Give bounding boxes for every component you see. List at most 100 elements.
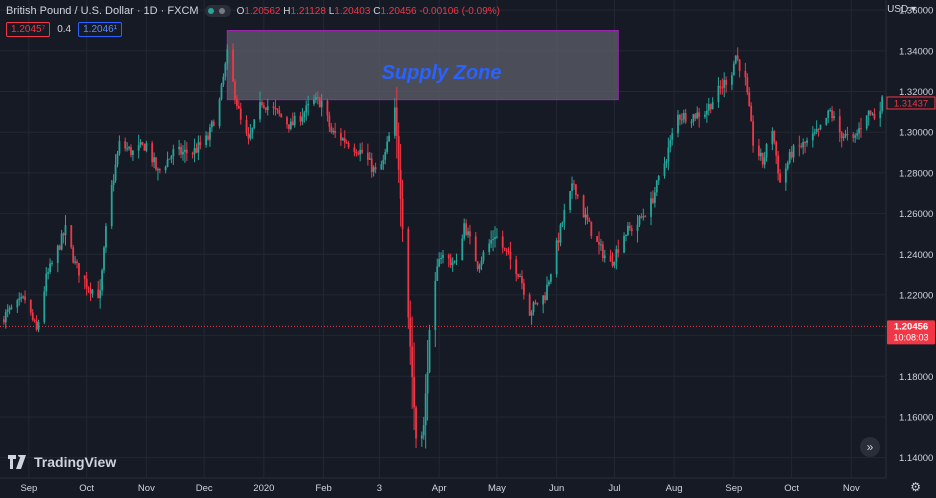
- symbol-title[interactable]: British Pound / U.S. Dollar · 1D · FXCM: [6, 5, 199, 17]
- x-tick-label: May: [488, 483, 506, 494]
- candle-body: [274, 107, 277, 109]
- candle-body: [601, 244, 604, 259]
- y-tick-label: 1.36000: [899, 6, 933, 17]
- candle-body: [31, 312, 34, 320]
- candle-body: [170, 156, 173, 159]
- candle-body: [555, 240, 558, 275]
- gear-icon[interactable]: ⚙: [910, 480, 921, 494]
- candle-body: [586, 214, 589, 221]
- candle-body: [128, 147, 130, 149]
- candle-body: [623, 235, 625, 253]
- candle-body: [413, 377, 416, 408]
- candle-body: [680, 119, 683, 121]
- candle-body: [867, 110, 870, 116]
- candle-body: [665, 161, 668, 164]
- candle-body: [677, 114, 679, 134]
- candle-body: [644, 216, 647, 218]
- candle-body: [561, 222, 564, 225]
- candle-body: [704, 114, 706, 117]
- x-tick-label: Sep: [725, 483, 742, 494]
- y-tick-label: 1.18000: [899, 372, 933, 383]
- candle-body: [157, 169, 159, 171]
- x-tick-label: Oct: [79, 483, 94, 494]
- candle-body: [865, 115, 868, 129]
- candle-body: [91, 289, 94, 294]
- candle-body: [840, 132, 843, 139]
- x-tick-label: Apr: [432, 483, 447, 494]
- candle-body: [236, 98, 238, 106]
- candle-body: [143, 144, 146, 151]
- candle-body: [276, 108, 279, 110]
- candle-body: [118, 141, 121, 154]
- candle-body: [18, 298, 21, 301]
- candle-body: [222, 76, 225, 85]
- candle-body: [184, 149, 186, 152]
- y-tick-label: 1.30000: [899, 128, 933, 139]
- candle-body: [6, 309, 9, 312]
- last-price-badge-text: 1.20456: [894, 321, 928, 332]
- candle-body: [844, 134, 847, 137]
- candle-body: [734, 55, 737, 64]
- candle-body: [247, 133, 250, 139]
- candle-body: [116, 153, 119, 165]
- candle-body: [455, 260, 458, 262]
- market-status-toggle[interactable]: [204, 5, 231, 17]
- candle-body: [611, 261, 614, 266]
- candle-body: [87, 287, 90, 290]
- candle-body: [43, 291, 46, 323]
- candle-body: [652, 198, 654, 203]
- candle-body: [262, 105, 265, 108]
- candle-body: [690, 121, 693, 123]
- candle-body: [266, 106, 269, 111]
- candle-body: [411, 346, 414, 378]
- y-tick-label: 1.16000: [899, 412, 933, 423]
- buy-button[interactable]: 1.2046¹: [78, 22, 123, 37]
- candle-body: [667, 147, 670, 162]
- candle-body: [58, 245, 61, 250]
- candle-body: [501, 236, 504, 248]
- currency-menu[interactable]: USD ▾: [887, 4, 916, 15]
- candle-body: [447, 254, 450, 259]
- candle-body: [74, 261, 77, 263]
- tradingview-logo[interactable]: TradingView: [8, 454, 116, 470]
- candle-body: [220, 84, 223, 100]
- quote-row: 1.2045⁷ 0.4 1.2046¹: [6, 22, 123, 37]
- candle-body: [85, 278, 88, 288]
- candle-body: [461, 238, 464, 261]
- candle-body: [451, 262, 454, 266]
- candle-body: [105, 226, 107, 248]
- candle-body: [289, 121, 292, 129]
- scroll-to-realtime-button[interactable]: »: [860, 437, 880, 457]
- candle-body: [78, 262, 80, 276]
- candle-body: [353, 147, 356, 153]
- candle-body: [237, 105, 240, 109]
- high-label: H: [283, 5, 291, 17]
- close-label: C: [373, 5, 381, 17]
- sell-button[interactable]: 1.2045⁷: [6, 22, 51, 37]
- candle-body: [469, 231, 471, 237]
- candle-body: [478, 265, 481, 270]
- candle-body: [463, 223, 466, 239]
- candle-body: [37, 322, 40, 330]
- candle-body: [725, 79, 728, 85]
- x-tick-label: 2020: [253, 483, 274, 494]
- candle-body: [195, 148, 198, 153]
- candle-body: [99, 290, 102, 299]
- candle-body: [790, 151, 793, 158]
- candle-body: [784, 168, 787, 183]
- chart-header: British Pound / U.S. Dollar · 1D · FXCM …: [6, 5, 500, 17]
- candle-body: [569, 190, 572, 211]
- candle-body: [671, 133, 674, 140]
- candle-body: [101, 270, 103, 291]
- candle-body: [261, 102, 263, 106]
- candle-body: [320, 100, 323, 108]
- candle-body: [549, 274, 552, 282]
- candle-body: [393, 107, 396, 136]
- candle-body: [313, 99, 315, 104]
- candle-body: [522, 283, 525, 295]
- candle-body: [694, 114, 697, 119]
- candle-body: [47, 272, 50, 274]
- candle-body: [761, 152, 764, 165]
- candle-body: [696, 112, 699, 119]
